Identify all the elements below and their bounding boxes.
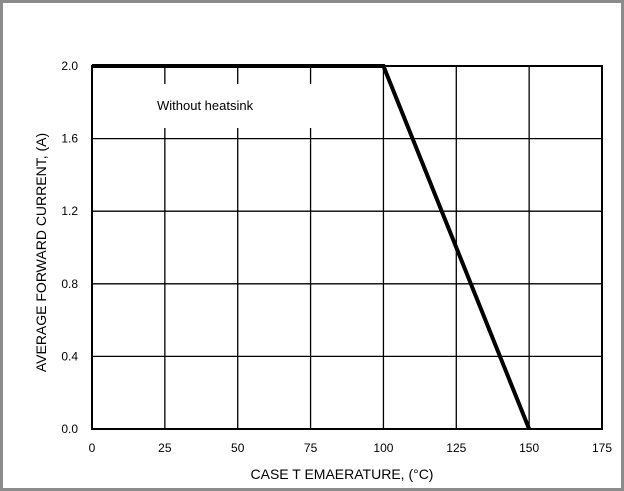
x-tick-label: 0 xyxy=(89,441,96,455)
y-tick-label: 1.6 xyxy=(61,132,78,146)
x-tick-label: 25 xyxy=(158,441,172,455)
x-tick-label: 150 xyxy=(519,441,539,455)
tick-labels: 0 25 50 75 100 125 150 175 0.0 0.4 0.8 1.2 1.6 2.0 xyxy=(61,59,612,455)
x-tick-label: 125 xyxy=(446,441,466,455)
x-axis-title: CASE T EMAERATURE, (°C) xyxy=(251,466,434,482)
x-tick-label: 75 xyxy=(304,441,318,455)
y-tick-label: 2.0 xyxy=(61,59,78,73)
x-tick-label: 175 xyxy=(592,441,612,455)
annotation-without-heatsink: Without heatsink xyxy=(157,98,254,113)
y-tick-label: 0.8 xyxy=(61,277,78,291)
y-axis-title: AVERAGE FORWARD CURRENT, (A) xyxy=(33,133,49,372)
x-tick-label: 100 xyxy=(373,441,393,455)
annotations: Without heatsink xyxy=(124,84,314,128)
y-tick-label: 1.2 xyxy=(61,204,78,218)
x-tick-label: 50 xyxy=(231,441,245,455)
y-tick-label: 0.0 xyxy=(61,422,78,436)
y-tick-label: 0.4 xyxy=(61,349,78,363)
annotation-background xyxy=(124,84,314,128)
plot-area-border xyxy=(91,65,603,430)
